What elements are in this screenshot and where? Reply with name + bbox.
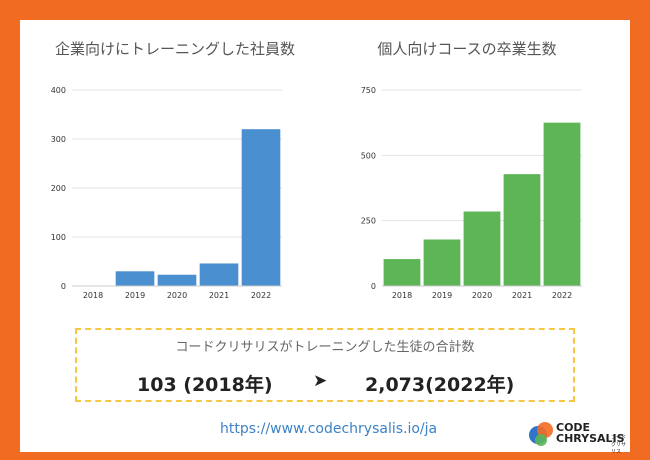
y-tick-label: 100 (51, 233, 66, 242)
y-tick-label: 500 (361, 151, 376, 160)
y-tick-label: 300 (51, 135, 66, 144)
x-tick-label: 2022 (552, 291, 572, 300)
y-tick-label: 0 (371, 282, 376, 291)
arrow-right-icon: ➤ (313, 371, 328, 391)
x-tick-label: 2019 (125, 291, 145, 300)
x-tick-label: 2019 (432, 291, 452, 300)
y-tick-label: 400 (51, 86, 66, 95)
website-url[interactable]: https://www.codechrysalis.io/ja (220, 421, 438, 437)
chart-corporate: 0 100 200 300 400 2018 2019 2020 2021 2022 (51, 86, 282, 300)
bar-2022 (241, 129, 281, 286)
summary-box: コードクリサリスがトレーニングした生徒の合計数 103 (2018年) ➤ 2,… (75, 328, 575, 402)
bar-2021 (503, 174, 541, 286)
y-tick-label: 200 (51, 184, 66, 193)
logo-line1: CODE (556, 421, 591, 434)
x-tick-label: 2020 (472, 291, 492, 300)
x-tick-label: 2021 (512, 291, 532, 300)
bar-2020 (463, 211, 501, 286)
chart-title-individual: 個人向けコースの卒業生数 (377, 40, 557, 58)
logo-line2: CHRYSALIS (556, 432, 625, 445)
x-tick-label: 2018 (392, 291, 412, 300)
infographic-card: 企業向けにトレーニングした社員数 0 100 200 300 400 2018 2019 20… (20, 20, 630, 455)
bar-2020 (157, 274, 197, 286)
chrysalis-logo-icon (529, 422, 553, 446)
summary-label: コードクリサリスがトレーニングした生徒の合計数 (175, 340, 475, 355)
bar-2022 (543, 122, 581, 287)
summary-from-value: 103 (2018年) (137, 374, 273, 396)
x-tick-label: 2020 (167, 291, 187, 300)
y-tick-label: 0 (61, 282, 66, 291)
logo-wordmark: CODE CHRYSALIS (556, 422, 625, 444)
bar-2019 (423, 239, 461, 286)
bar-2019 (115, 271, 155, 286)
chart-title-corporate: 企業向けにトレーニングした社員数 (54, 40, 295, 58)
chart-individual: 0 250 500 750 2018 2019 2020 2021 2022 (361, 86, 582, 300)
logo-subtext: コードクリサリス (611, 435, 627, 455)
bar-2021 (199, 263, 239, 286)
code-chrysalis-logo: CODE CHRYSALIS コードクリサリス (528, 418, 628, 455)
y-tick-label: 250 (361, 217, 376, 226)
x-tick-label: 2021 (209, 291, 229, 300)
x-tick-label: 2022 (251, 291, 271, 300)
summary-to-value: 2,073(2022年) (365, 374, 515, 396)
bar-2018 (383, 259, 421, 286)
y-tick-label: 750 (361, 86, 376, 95)
x-tick-label: 2018 (83, 291, 103, 300)
